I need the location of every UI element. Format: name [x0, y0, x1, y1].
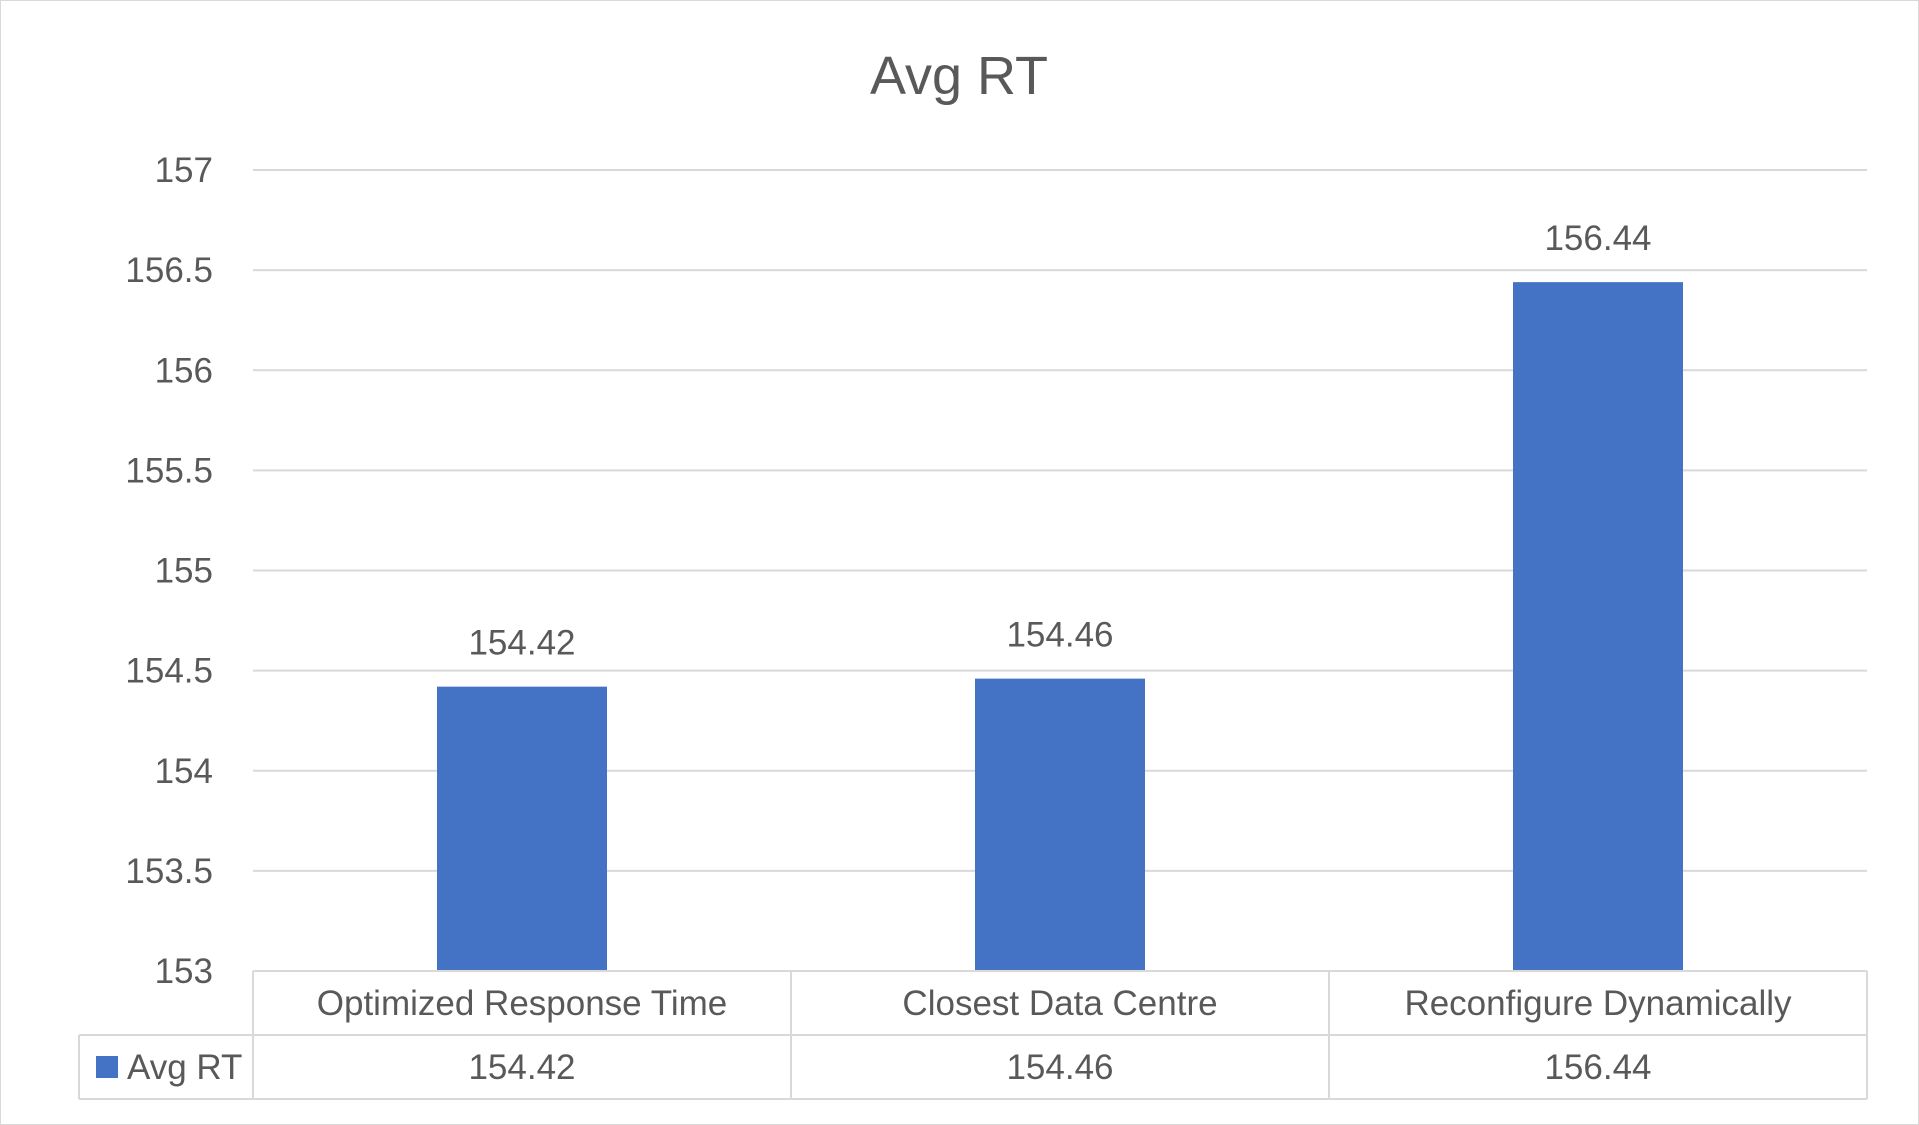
bar-value-label: 154.46 [1006, 616, 1113, 655]
bar-value-label: 154.42 [468, 624, 575, 663]
bar [1513, 282, 1683, 971]
y-tick-label: 154.5 [125, 652, 213, 691]
chart-title: Avg RT [870, 46, 1048, 106]
bars [437, 282, 1683, 971]
legend-label: Avg RT [127, 1048, 242, 1087]
y-tick-label: 153 [155, 952, 213, 991]
table-value: 154.42 [468, 1048, 575, 1087]
data-labels: 154.42 154.46 156.44 [468, 219, 1651, 663]
data-table: Optimized Response Time 154.42 Closest Dat… [78, 970, 1868, 1100]
bar-value-label: 156.44 [1544, 219, 1651, 258]
y-tick-label: 155 [155, 552, 213, 591]
bar [975, 678, 1145, 971]
legend-swatch [96, 1056, 118, 1078]
category-label: Optimized Response Time [317, 984, 727, 1023]
y-tick-label: 156.5 [125, 251, 213, 290]
y-tick-label: 153.5 [125, 852, 213, 891]
category-label: Reconfigure Dynamically [1404, 984, 1792, 1023]
y-tick-label: 154 [155, 752, 213, 791]
category-label: Closest Data Centre [902, 984, 1217, 1023]
bar [437, 686, 607, 971]
y-tick-label: 155.5 [125, 451, 213, 490]
y-tick-label: 156 [155, 351, 213, 390]
y-axis-ticks: 153 153.5 154 154.5 155 155.5 156 156.5 157 [125, 151, 213, 991]
table-value: 156.44 [1544, 1048, 1651, 1087]
table-value: 154.46 [1006, 1048, 1113, 1087]
y-tick-label: 157 [155, 151, 213, 190]
